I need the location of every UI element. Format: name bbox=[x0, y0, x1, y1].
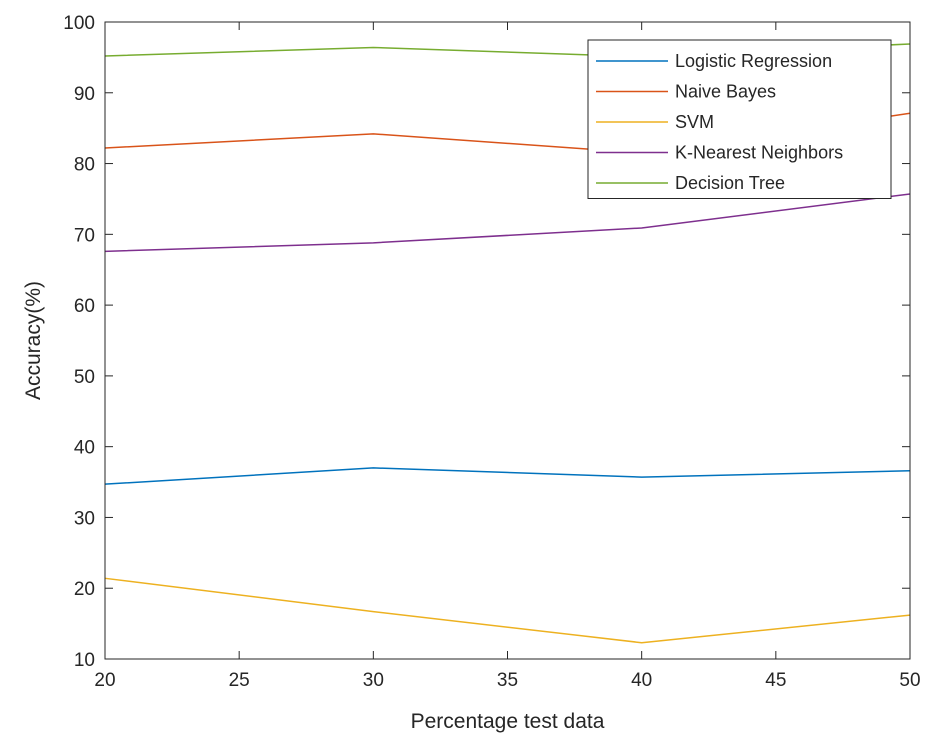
x-tick-label: 50 bbox=[899, 670, 920, 691]
x-tick-label: 45 bbox=[765, 670, 786, 691]
y-tick-label: 80 bbox=[74, 155, 95, 176]
legend-label-0: Logistic Regression bbox=[675, 51, 832, 71]
y-tick-label: 10 bbox=[74, 650, 95, 671]
x-tick-label: 25 bbox=[229, 670, 250, 691]
legend-label-2: SVM bbox=[675, 112, 714, 132]
legend-label-4: Decision Tree bbox=[675, 173, 785, 193]
y-tick-label: 90 bbox=[74, 84, 95, 105]
x-tick-label: 40 bbox=[631, 670, 652, 691]
y-tick-label: 50 bbox=[74, 367, 95, 388]
legend-label-1: Naive Bayes bbox=[675, 82, 776, 102]
y-axis-label: Accuracy(%) bbox=[22, 281, 45, 400]
y-tick-label: 20 bbox=[74, 579, 95, 600]
series-layer bbox=[104, 43, 911, 644]
y-tick-label: 30 bbox=[74, 508, 95, 529]
legend: Logistic Regression Naive Bayes SVM K-Neare… bbox=[587, 39, 892, 199]
y-tick-label: 60 bbox=[74, 296, 95, 317]
y-tick-label: 70 bbox=[74, 225, 95, 246]
series-line-0 bbox=[104, 467, 911, 485]
series-line-2 bbox=[104, 577, 911, 644]
x-tick-label: 30 bbox=[363, 670, 384, 691]
y-tick-label: 40 bbox=[74, 438, 95, 459]
series-line-3 bbox=[104, 193, 911, 253]
x-tick-label: 20 bbox=[94, 670, 115, 691]
y-tick-label: 100 bbox=[63, 13, 95, 34]
legend-label-3: K-Nearest Neighbors bbox=[675, 143, 843, 163]
legend-box bbox=[587, 39, 892, 199]
x-tick-label: 35 bbox=[497, 670, 518, 691]
x-axis-label: Percentage test data bbox=[411, 710, 605, 733]
